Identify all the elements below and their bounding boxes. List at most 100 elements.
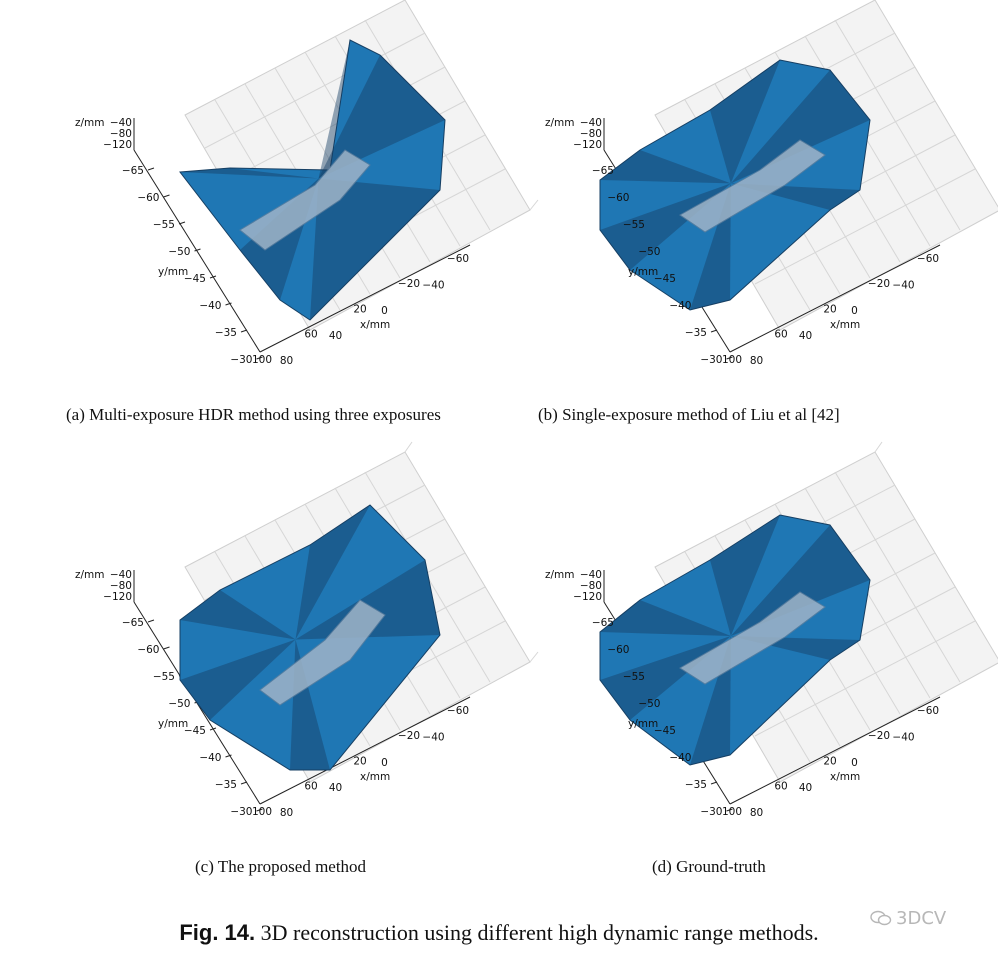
mesh-facet xyxy=(690,636,731,765)
y-tick-label: −60 xyxy=(607,644,629,656)
y-tick-label: −35 xyxy=(215,327,237,339)
x-tick-label: −40 xyxy=(892,732,914,744)
y-tick-label: −60 xyxy=(137,644,159,656)
y-tick-label: −65 xyxy=(122,617,144,629)
y-tick-label: −60 xyxy=(137,192,159,204)
mesh-facet xyxy=(310,178,440,320)
x-tick-label: 60 xyxy=(304,329,317,341)
reconstruction-mesh xyxy=(599,59,871,311)
x-tick-label: 20 xyxy=(353,303,366,315)
mesh-facet xyxy=(600,636,731,720)
y-tick-label: −30 xyxy=(700,806,722,818)
y-axis-label: y/mm xyxy=(158,266,188,278)
x-tick-label: −20 xyxy=(868,730,890,742)
x-tick-label: 100 xyxy=(722,354,742,366)
mesh-shaft xyxy=(679,591,826,685)
z-tick-label: −40 xyxy=(110,117,132,129)
plot-b: z/mm −40 −80 −120 −65 −60 −55 −50 −45 −40 −35 −30 y/… xyxy=(530,0,998,400)
y-tick-label: −35 xyxy=(215,779,237,791)
mesh-facet xyxy=(180,639,296,720)
x-tick-label: 20 xyxy=(823,303,836,315)
watermark-text: 3DCV xyxy=(896,908,947,929)
y-tick-label: −65 xyxy=(592,617,614,629)
x-tick-label: 100 xyxy=(722,806,742,818)
mesh-facet xyxy=(295,505,370,640)
x-tick-label: 60 xyxy=(304,781,317,793)
z-tick-label: −80 xyxy=(110,128,132,140)
x-tick-label: −60 xyxy=(917,253,939,265)
x-axis-label: x/mm xyxy=(360,319,390,331)
mesh-body xyxy=(179,39,446,321)
y-tick-label: −30 xyxy=(230,354,252,366)
y-axis-label: y/mm xyxy=(628,718,658,730)
x-tick-label: 20 xyxy=(353,755,366,767)
y-tick-label: −35 xyxy=(685,327,707,339)
figure-label: Fig. 14. xyxy=(179,920,256,945)
y-tick-label: −45 xyxy=(654,725,676,737)
watermark: 3DCV xyxy=(870,908,946,929)
plot-d: z/mm −40 −80 −120 −65 −60 −55 −50 −45 −40 −35 −30 y/… xyxy=(530,441,998,852)
x-tick-label: −60 xyxy=(447,705,469,717)
y-tick-label: −40 xyxy=(669,752,691,764)
z-tick-label: −80 xyxy=(110,580,132,592)
figure-text: 3D reconstruction using different high d… xyxy=(255,920,819,945)
z-tick-label: −120 xyxy=(573,139,602,151)
x-tick-label: −40 xyxy=(892,280,914,292)
mesh-facet xyxy=(710,515,780,636)
mesh-facet xyxy=(180,168,319,179)
z-axis-label: z/mm xyxy=(75,117,105,129)
x-tick-label: 60 xyxy=(774,781,787,793)
x-axis-label: x/mm xyxy=(830,771,860,783)
x-tick-label: −20 xyxy=(868,278,890,290)
y-tick-label: −45 xyxy=(654,273,676,285)
z-axis-label: z/mm xyxy=(545,117,575,129)
x-tick-label: 40 xyxy=(799,782,812,794)
x-tick-label: 80 xyxy=(280,355,293,367)
mesh-shaft xyxy=(679,139,826,233)
y-tick-label: −30 xyxy=(230,806,252,818)
z-tick-label: −40 xyxy=(110,569,132,581)
mesh-facet xyxy=(180,590,296,640)
reconstruction-mesh xyxy=(599,514,871,766)
z-tick-label: −40 xyxy=(580,569,602,581)
caption-a: (a) Multi-exposure HDR method using thre… xyxy=(66,405,441,424)
mesh-facet xyxy=(710,60,780,184)
mesh-shaft xyxy=(259,599,386,706)
y-tick-label: −40 xyxy=(199,300,221,312)
x-tick-label: 0 xyxy=(381,757,388,769)
y-tick-label: −65 xyxy=(122,165,144,177)
x-tick-label: −40 xyxy=(422,732,444,744)
y-tick-label: −30 xyxy=(700,354,722,366)
plot-a: z/mm −40 −80 −120 −65 −60 −55 −50 −45 −40 −35 −30 y/… xyxy=(60,0,539,400)
y-tick-label: −65 xyxy=(592,165,614,177)
x-tick-label: −60 xyxy=(447,253,469,265)
mesh-facet xyxy=(318,40,350,179)
y-tick-label: −55 xyxy=(623,219,645,231)
mesh-body xyxy=(179,504,441,771)
y-tick-label: −40 xyxy=(199,752,221,764)
y-axis-label: y/mm xyxy=(628,266,658,278)
x-tick-label: 100 xyxy=(252,806,272,818)
mesh-facet xyxy=(730,70,870,184)
mesh-shaft xyxy=(239,149,371,251)
y-tick-label: −55 xyxy=(153,219,175,231)
x-tick-label: −60 xyxy=(917,705,939,717)
x-axis-label: x/mm xyxy=(830,319,860,331)
x-tick-label: 80 xyxy=(280,807,293,819)
z-tick-label: −80 xyxy=(580,580,602,592)
z-axis-label: z/mm xyxy=(75,569,105,581)
y-tick-label: −45 xyxy=(184,273,206,285)
z-tick-label: −120 xyxy=(103,591,132,603)
mesh-facet xyxy=(318,55,445,179)
wechat-icon xyxy=(870,910,892,926)
y-tick-label: −60 xyxy=(607,192,629,204)
mesh-facet xyxy=(730,525,870,636)
x-tick-label: 0 xyxy=(851,305,858,317)
figure-caption: Fig. 14. 3D reconstruction using differe… xyxy=(0,920,998,946)
plot-c: z/mm −40 −80 −120 −65 −60 −55 −50 −45 −40 −35 −30 y/… xyxy=(60,441,539,852)
x-tick-label: 0 xyxy=(381,305,388,317)
x-tick-label: 80 xyxy=(750,355,763,367)
y-tick-label: −55 xyxy=(623,671,645,683)
x-axis-label: x/mm xyxy=(360,771,390,783)
x-tick-label: 40 xyxy=(329,782,342,794)
